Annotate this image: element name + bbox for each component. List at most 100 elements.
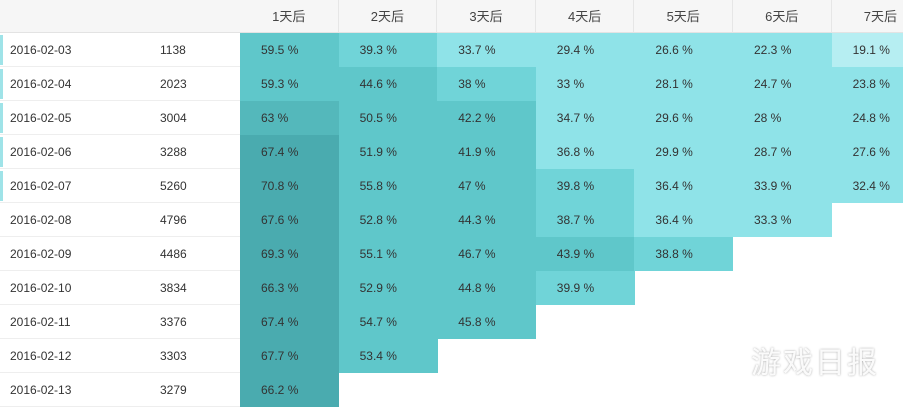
header-cell: 6天后 [733, 0, 832, 33]
retention-cell: 45.8 % [437, 305, 537, 339]
row-line [0, 304, 240, 305]
date-cell: 2016-02-10 [10, 281, 72, 295]
retention-cell: 63 % [240, 101, 340, 135]
row-line [0, 338, 240, 339]
retention-cell: 28 % [733, 101, 833, 135]
retention-cell: 53.4 % [338, 339, 438, 373]
count-cell: 3376 [160, 315, 187, 329]
count-cell: 3279 [160, 383, 187, 397]
row-accent [0, 35, 3, 65]
retention-cell: 19.1 % [831, 33, 903, 67]
row-accent [0, 103, 3, 133]
retention-cell: 29.6 % [634, 101, 734, 135]
retention-cell: 39.9 % [535, 271, 635, 305]
retention-cell: 39.8 % [535, 169, 635, 203]
count-cell: 3004 [160, 111, 187, 125]
retention-cell: 51.9 % [338, 135, 438, 169]
count-cell: 3288 [160, 145, 187, 159]
watermark-text: 游戏日报 [751, 347, 879, 380]
retention-cell: 39.3 % [338, 33, 438, 67]
retention-cell: 33.9 % [733, 169, 833, 203]
header-cell: 7天后 [831, 0, 903, 33]
retention-cell: 26.6 % [634, 33, 734, 67]
retention-cell: 43.9 % [535, 237, 635, 271]
retention-cell: 52.9 % [338, 271, 438, 305]
retention-cell: 46.7 % [437, 237, 537, 271]
count-cell: 5260 [160, 179, 187, 193]
date-cell: 2016-02-09 [10, 247, 72, 261]
retention-cell: 50.5 % [338, 101, 438, 135]
retention-cell: 33.7 % [437, 33, 537, 67]
row-line [0, 270, 240, 271]
row-accent [0, 69, 3, 99]
retention-cell: 34.7 % [535, 101, 635, 135]
retention-cell: 52.8 % [338, 203, 438, 237]
retention-cell: 38 % [437, 67, 537, 101]
date-cell: 2016-02-12 [10, 349, 72, 363]
retention-cell: 24.8 % [831, 101, 903, 135]
retention-cell: 67.6 % [240, 203, 340, 237]
retention-cell: 33 % [535, 67, 635, 101]
retention-cell: 28.7 % [733, 135, 833, 169]
retention-cell: 23.8 % [831, 67, 903, 101]
date-cell: 2016-02-03 [10, 43, 72, 57]
retention-cell: 36.4 % [634, 203, 734, 237]
retention-cell: 54.7 % [338, 305, 438, 339]
date-cell: 2016-02-06 [10, 145, 72, 159]
retention-cell: 44.3 % [437, 203, 537, 237]
watermark: 游戏日报 [713, 338, 879, 382]
retention-cell: 33.3 % [733, 203, 833, 237]
header-cell: 1天后 [240, 0, 339, 33]
count-cell: 3834 [160, 281, 187, 295]
date-cell: 2016-02-05 [10, 111, 72, 125]
row-line [0, 100, 240, 101]
retention-cell: 67.4 % [240, 305, 340, 339]
count-cell: 1138 [160, 43, 186, 57]
count-cell: 4486 [160, 247, 187, 261]
date-cell: 2016-02-08 [10, 213, 72, 227]
header-cell [0, 0, 240, 33]
retention-cell: 38.8 % [634, 237, 734, 271]
retention-cell: 67.4 % [240, 135, 340, 169]
retention-cell: 47 % [437, 169, 537, 203]
row-line [0, 66, 240, 67]
retention-cell: 24.7 % [733, 67, 833, 101]
retention-cell: 28.1 % [634, 67, 734, 101]
header-cell: 5天后 [634, 0, 733, 33]
retention-cell: 29.9 % [634, 135, 734, 169]
date-cell: 2016-02-04 [10, 77, 72, 91]
count-cell: 2023 [160, 77, 187, 91]
row-accent [0, 137, 3, 167]
row-line [0, 372, 240, 373]
retention-cell: 38.7 % [535, 203, 635, 237]
row-line [0, 406, 240, 407]
retention-cell: 42.2 % [437, 101, 537, 135]
retention-cell: 66.3 % [240, 271, 340, 305]
retention-cell: 70.8 % [240, 169, 340, 203]
retention-cell: 44.6 % [338, 67, 438, 101]
retention-cell: 41.9 % [437, 135, 537, 169]
row-accent [0, 171, 3, 201]
watermark-icon [714, 350, 745, 374]
count-cell: 4796 [160, 213, 187, 227]
retention-cell: 22.3 % [733, 33, 833, 67]
retention-cell: 36.8 % [535, 135, 635, 169]
retention-cell: 55.1 % [338, 237, 438, 271]
count-cell: 3303 [160, 349, 187, 363]
row-line [0, 134, 240, 135]
header-cell: 4天后 [535, 0, 635, 33]
header-cell: 3天后 [437, 0, 536, 33]
date-cell: 2016-02-07 [10, 179, 72, 193]
row-line [0, 168, 240, 169]
retention-cell: 27.6 % [831, 135, 903, 169]
retention-cell: 66.2 % [240, 373, 340, 407]
retention-cell: 32.4 % [831, 169, 903, 203]
date-cell: 2016-02-13 [10, 383, 72, 397]
date-cell: 2016-02-11 [10, 315, 71, 329]
row-line [0, 202, 240, 203]
row-line [0, 236, 240, 237]
retention-cell: 29.4 % [535, 33, 635, 67]
retention-cell: 69.3 % [240, 237, 340, 271]
retention-cell: 44.8 % [437, 271, 537, 305]
